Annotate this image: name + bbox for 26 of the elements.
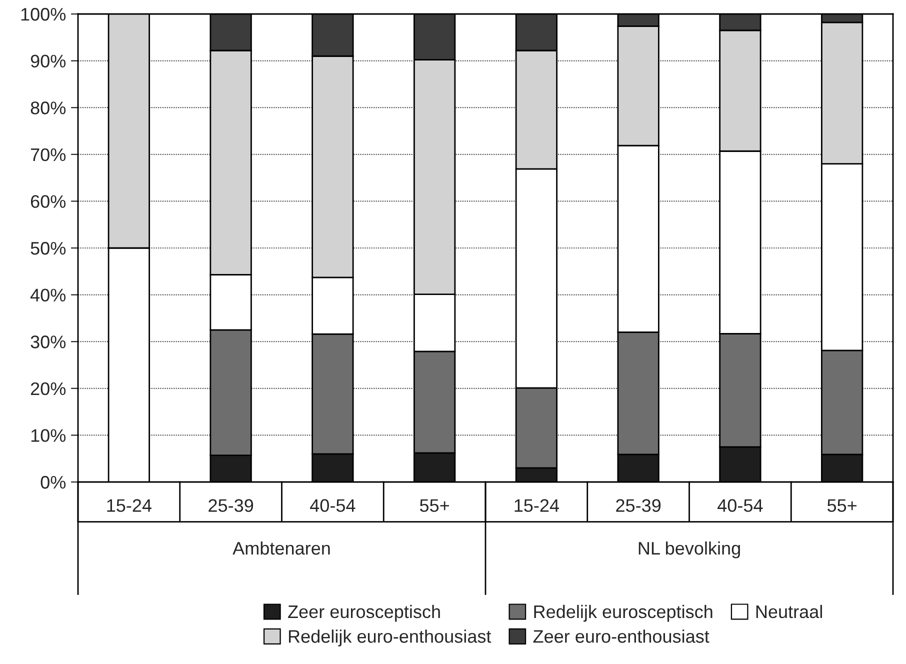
text: Ambtenaren [232,541,330,555]
y-tick-label: 80% [30,102,66,114]
y-tick-label: 30% [30,336,66,348]
legend-label: Zeer euro-enthousiast [533,630,710,643]
text: NL bevolking [638,541,740,558]
y-tick-label: 90% [30,54,66,68]
x-tick-label: 55+ [420,499,449,512]
legend-label: Redelijk euro-enthousiast [288,630,492,646]
legend-label: Redelijk eurosceptisch [534,604,712,622]
legend-label: Zeer eurosceptisch [288,604,440,622]
y-tick-label: 40% [30,288,66,302]
y-tick-label: 10% [31,429,66,442]
x-tick-label: 55+ [827,499,856,512]
x-tick-label: 25-39 [616,499,661,512]
x-tick-label: 40-54 [718,499,763,512]
y-tick-label: 50% [30,242,66,255]
y-tick-label: 0% [40,476,66,489]
x-tick-label: 15-24 [107,499,152,512]
y-tick-label: 100% [21,8,66,21]
x-tick-label: 15-24 [514,499,559,512]
legend-label: Neutraal [756,604,822,618]
y-tick-label: 60% [30,195,66,208]
y-tick-label: 20% [30,382,66,396]
x-tick-label: 25-39 [208,499,254,512]
x-tick-label: 40-54 [310,499,356,512]
y-tick-label: 70% [30,148,66,162]
